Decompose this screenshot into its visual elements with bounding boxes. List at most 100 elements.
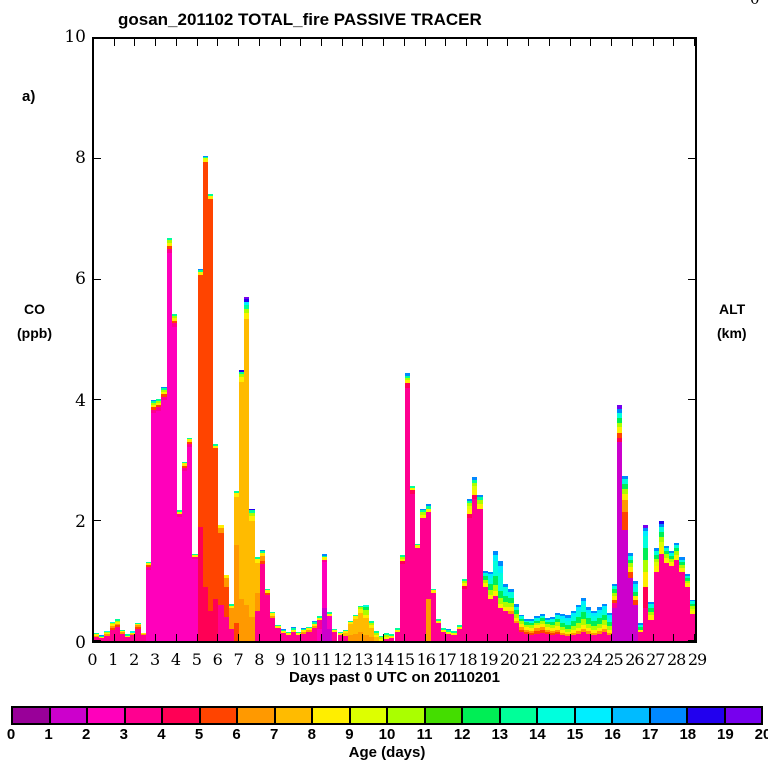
age-segment [565,628,571,632]
colorbar-tick-label: 1 [44,726,53,743]
age-segment [591,613,597,617]
age-segment [321,553,328,556]
age-segment [663,562,670,641]
colorbar-cell [500,708,538,723]
age-segment [296,633,302,635]
age-segment [337,634,343,641]
age-segment [591,634,597,641]
age-segment [658,532,664,537]
age-segment [275,625,281,628]
age-segment [389,636,395,638]
age-segment [658,527,664,533]
age-segment [653,548,659,552]
age-segment [358,609,364,613]
age-segment [472,482,478,487]
age-segment [461,586,468,590]
age-segment [518,629,525,632]
stacked-bar [337,39,343,641]
age-segment [430,592,436,641]
age-segment [498,591,504,599]
age-segment [135,624,141,626]
age-segment [94,632,100,634]
colorbar-tick-label: 18 [679,726,697,743]
age-segment [404,383,411,389]
stacked-bar [363,39,369,641]
age-segment [529,625,535,628]
age-segment [689,601,695,604]
age-segment [632,583,638,587]
age-segment [150,409,157,414]
age-segment [363,618,369,635]
age-segment [467,503,473,507]
age-segment [498,573,504,592]
age-segment [249,520,255,617]
age-segment [581,631,587,641]
x-tick-mark [258,634,260,641]
age-segment [648,611,654,616]
age-segment [244,308,250,313]
x-tick-mark [569,634,571,641]
age-segment [684,580,690,584]
age-segment [467,506,473,510]
age-segment [259,551,265,554]
age-segment [166,245,172,249]
right-axis-title-line2: (km) [717,325,747,341]
age-segment [156,405,162,408]
x-tick-mark [631,39,633,46]
age-segment [145,562,151,564]
age-segment [689,608,695,611]
stacked-bar [109,39,115,641]
x-tick-mark [320,39,322,46]
stacked-bar [415,39,421,641]
age-segment [182,462,188,464]
age-segment [653,565,659,572]
age-segment [565,617,571,621]
x-tick-mark [445,634,447,641]
age-segment [627,556,633,560]
age-segment [135,627,141,629]
corner-partial-character: 0 [750,0,764,7]
age-segment [213,448,219,599]
age-segment [358,612,364,632]
age-segment [612,600,618,604]
age-segment [430,588,436,591]
age-segment [446,633,452,641]
age-segment [368,625,374,629]
x-tick-label: 22 [541,650,561,669]
age-segment [461,580,468,584]
x-tick-mark [217,39,219,46]
x-tick-mark [279,39,281,46]
x-tick-mark [383,39,385,46]
age-segment [612,603,618,608]
x-tick-mark [652,39,654,46]
colorbar-tick-label: 13 [491,726,509,743]
age-segment [498,607,504,641]
age-segment [223,575,229,578]
age-segment [467,517,473,641]
age-segment [378,637,385,640]
age-segment [544,629,550,632]
age-segment [617,417,623,423]
age-segment [638,624,644,628]
age-segment [207,194,214,197]
age-segment [477,494,483,498]
age-segment [368,622,374,626]
age-segment [518,627,525,630]
stacked-bar [503,39,509,641]
age-segment [549,618,556,622]
stacked-bar [353,39,359,641]
y-tick-mark [94,278,101,280]
age-segment [487,574,493,578]
age-segment [606,612,613,616]
stacked-bar [218,39,224,641]
x-tick-label: 16 [416,650,436,669]
age-segment [622,483,628,489]
age-segment [150,400,157,402]
age-segment [534,625,540,629]
age-segment [612,607,618,641]
age-segment [487,571,493,575]
age-segment [524,631,530,634]
stacked-bar [524,39,530,641]
x-tick-mark [341,634,343,641]
stacked-bars-layer [94,39,695,641]
